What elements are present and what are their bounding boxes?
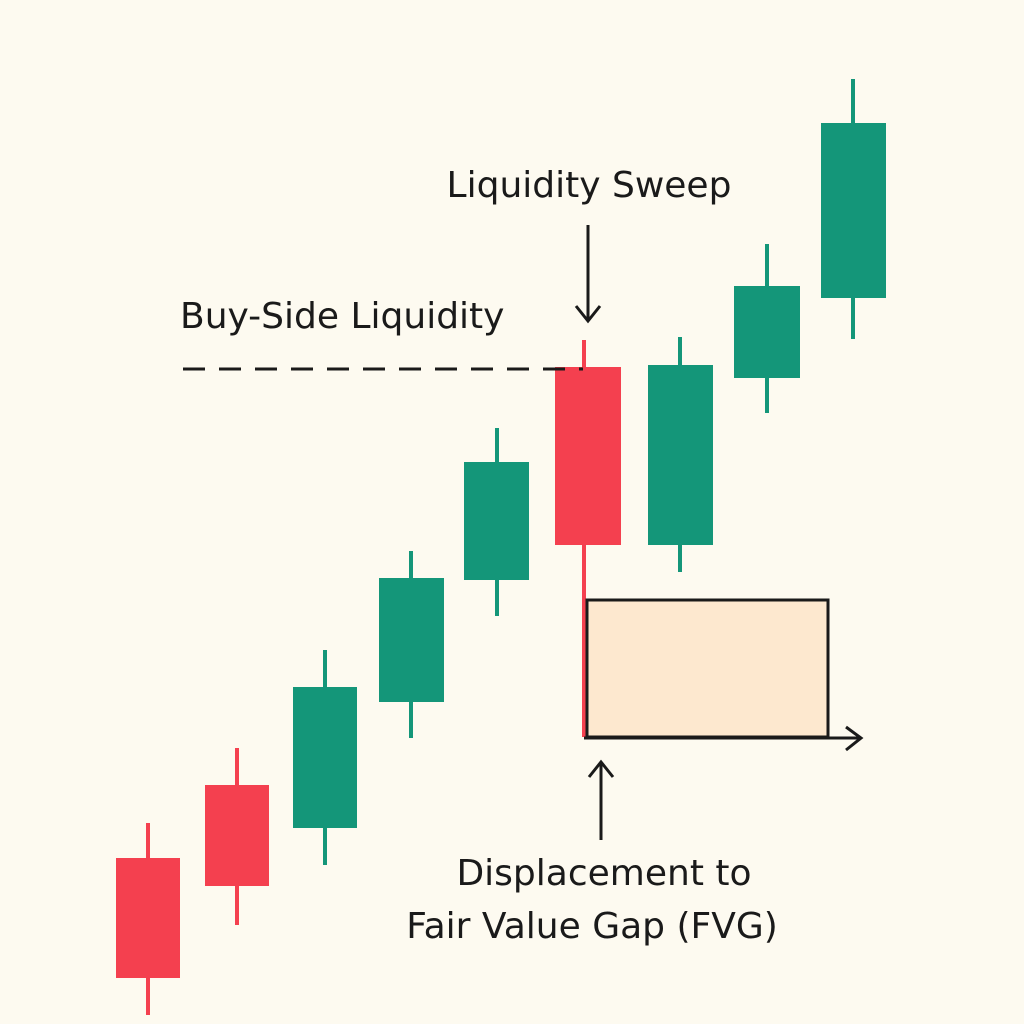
- candle: [205, 785, 269, 886]
- fvg-extension-arrow: [584, 725, 864, 752]
- candle: [464, 462, 529, 580]
- candle: [648, 365, 713, 545]
- candle: [555, 367, 621, 545]
- sweep-arrow: [574, 225, 602, 324]
- sweep-label: Liquidity Sweep: [447, 165, 732, 206]
- candle: [821, 123, 886, 298]
- candles: [116, 79, 886, 1015]
- fvg-box: [585, 598, 830, 739]
- buy-side-label: Buy-Side Liquidity: [180, 296, 504, 337]
- candle: [734, 286, 800, 378]
- candle: [379, 578, 444, 702]
- displacement-arrow: [587, 759, 615, 840]
- candle: [293, 687, 357, 828]
- candle: [116, 858, 180, 978]
- displacement-label: Displacement to: [456, 853, 751, 894]
- fvg-label: Fair Value Gap (FVG): [406, 906, 778, 947]
